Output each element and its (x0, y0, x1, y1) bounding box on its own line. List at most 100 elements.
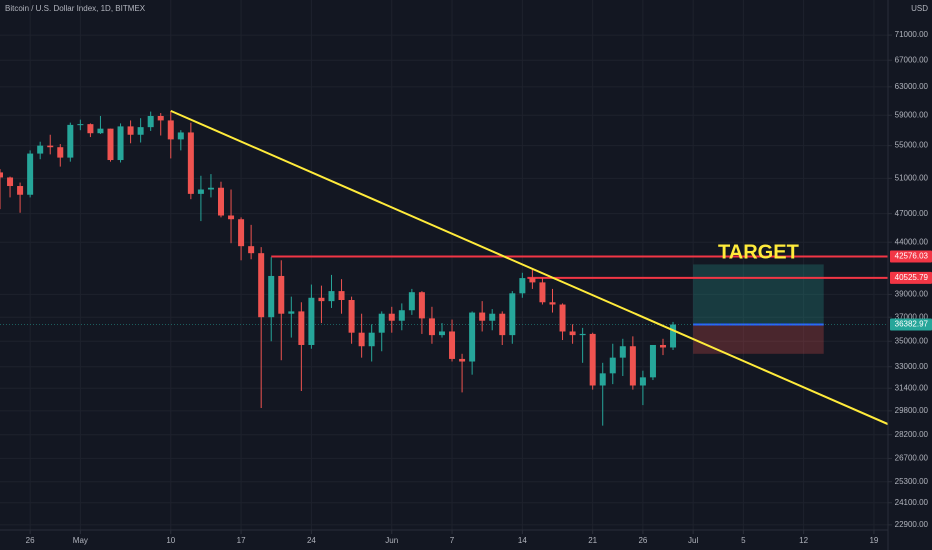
price-label-bg (890, 250, 932, 263)
x-tick-label: 26 (26, 536, 35, 545)
candle-body (398, 310, 405, 321)
x-tick-label: May (73, 536, 88, 545)
candle-body (67, 124, 74, 158)
candle-body (248, 246, 255, 254)
price-label: 42576.03 (895, 252, 929, 261)
target-label: TARGET (718, 242, 799, 264)
y-tick-label: 37000.00 (895, 312, 929, 321)
candle-body (438, 331, 445, 336)
plot-area (0, 109, 888, 426)
candle-body (418, 292, 425, 319)
candle-body (127, 126, 134, 135)
chart-title: Bitcoin / U.S. Dollar Index, 1D, BITMEX (5, 4, 146, 13)
trendline (170, 109, 888, 426)
candle-body (107, 128, 114, 161)
candle-body (328, 291, 335, 302)
axes: 71000.00 67000.00 63000.00 59000.00 55000.00… (26, 30, 929, 545)
profit-zone (693, 264, 824, 325)
y-tick-label: 67000.00 (895, 55, 929, 64)
price-label-bg (890, 271, 932, 284)
x-tick-label: 24 (307, 536, 316, 545)
candle-body (499, 313, 506, 336)
candle-body (459, 358, 466, 362)
candle-body (318, 297, 325, 302)
x-tick-label: 10 (166, 536, 175, 545)
candle-body (348, 300, 355, 333)
candle-body (589, 333, 596, 386)
candle-body (378, 313, 385, 333)
candle-body (659, 344, 666, 348)
y-tick-label: 25300.00 (895, 477, 929, 486)
candle-body (187, 132, 194, 194)
candle-body (288, 311, 295, 314)
candle-body (197, 189, 204, 194)
candle-body (539, 282, 546, 303)
candle-body (449, 331, 456, 359)
candle-body (268, 275, 275, 318)
currency-label: USD (911, 4, 928, 13)
candle-body (639, 377, 646, 386)
candle-body (479, 312, 486, 321)
candle-body (228, 215, 235, 220)
candle-body (87, 124, 94, 134)
candle-body (358, 332, 365, 347)
candle-body (629, 346, 636, 386)
candle-body (77, 124, 84, 126)
y-tick-label: 71000.00 (895, 30, 929, 39)
x-tick-label: Jun (385, 536, 398, 545)
y-tick-label: 26700.00 (895, 454, 929, 463)
candle-body (579, 333, 586, 336)
candle-body (17, 186, 24, 195)
price-label: 40525.79 (895, 273, 929, 282)
candle-body (308, 297, 315, 345)
candle-body (298, 311, 305, 345)
loss-zone (693, 324, 824, 354)
candle-body (670, 324, 677, 348)
candle-body (599, 373, 606, 386)
x-tick-label: Jul (688, 536, 698, 545)
candle-body (117, 126, 124, 161)
candle-body (619, 346, 626, 358)
candle-body (238, 219, 245, 247)
candle-body (519, 278, 526, 294)
y-tick-label: 55000.00 (895, 141, 929, 150)
y-tick-label: 29800.00 (895, 406, 929, 415)
price-label: 36382.97 (895, 320, 929, 329)
candle-body (569, 331, 576, 336)
candle-body (509, 293, 516, 336)
candle-body (338, 291, 345, 301)
candle-body (529, 278, 536, 283)
y-tick-label: 51000.00 (895, 173, 929, 182)
y-tick-label: 22900.00 (895, 520, 929, 529)
candle-body (408, 292, 415, 311)
candle-body (27, 153, 34, 195)
candle-body (469, 312, 476, 362)
x-tick-label: 7 (450, 536, 455, 545)
candle-body (7, 177, 14, 187)
y-tick-label: 39000.00 (895, 290, 929, 299)
y-tick-label: 33000.00 (895, 362, 929, 371)
candle-body (177, 132, 184, 140)
candle-body (0, 172, 3, 178)
x-tick-label: 26 (638, 536, 647, 545)
candle-body (167, 120, 174, 140)
x-tick-label: 14 (518, 536, 527, 545)
x-tick-label: 12 (799, 536, 808, 545)
y-tick-label: 63000.00 (895, 82, 929, 91)
x-tick-label: 17 (237, 536, 246, 545)
candle-body (217, 187, 224, 216)
y-tick-label: 47000.00 (895, 209, 929, 218)
price-label-bg (890, 318, 932, 331)
y-tick-label: 59000.00 (895, 110, 929, 119)
candle-body (157, 115, 164, 121)
candle-body (207, 187, 214, 190)
candle-body (258, 253, 265, 318)
x-tick-label: 21 (588, 536, 597, 545)
candle-body (97, 128, 104, 134)
candle-body (137, 127, 144, 135)
candle-body (47, 145, 54, 148)
candle-body (37, 145, 44, 154)
y-tick-label: 24100.00 (895, 498, 929, 507)
candle-body (278, 275, 285, 314)
